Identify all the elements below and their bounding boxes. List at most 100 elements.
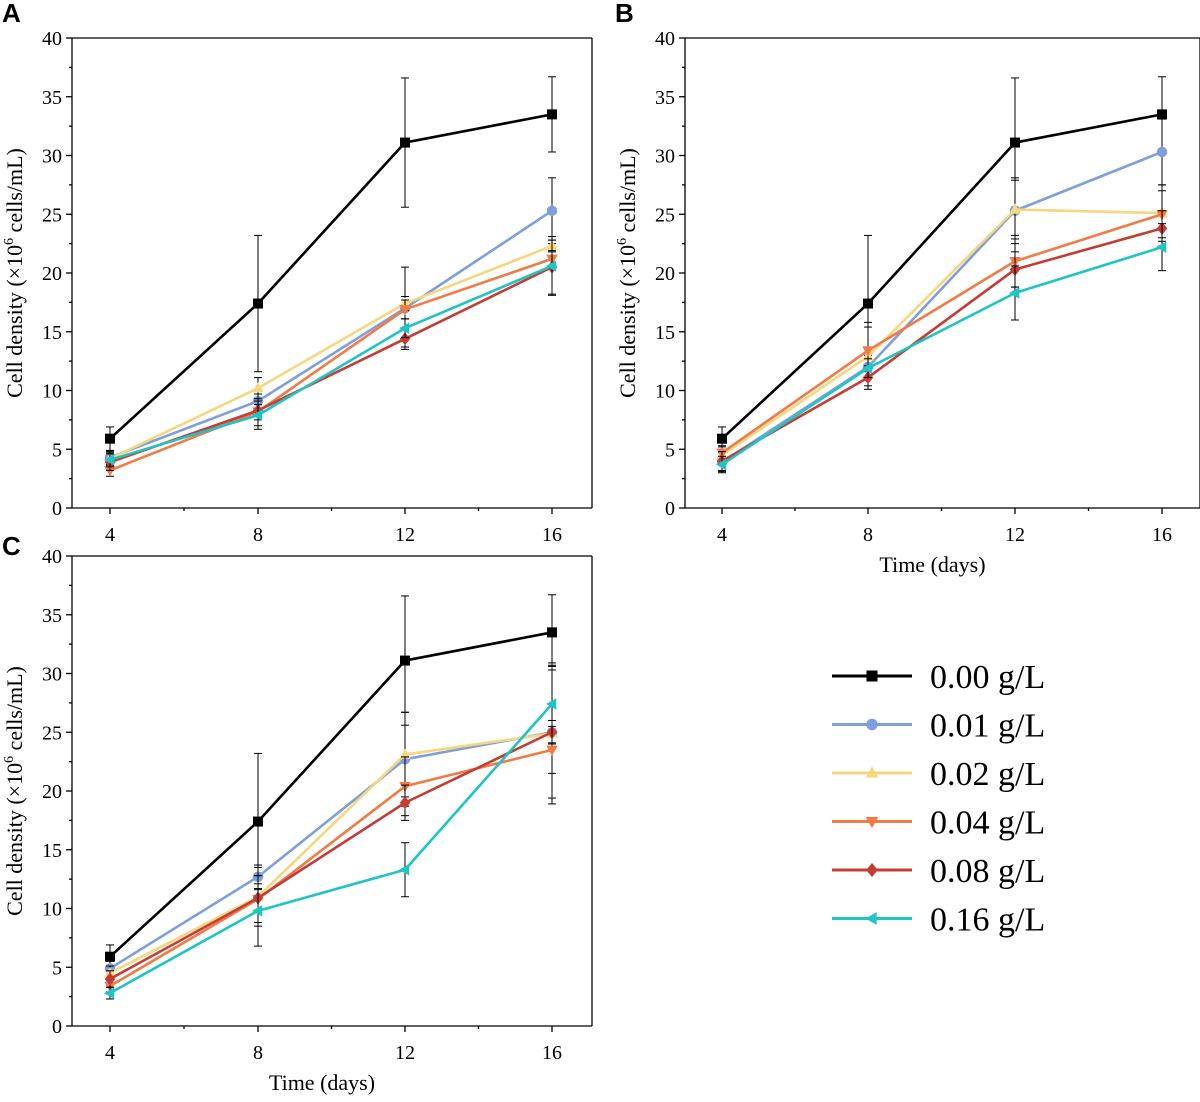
y-tick-label: 20 xyxy=(42,781,62,803)
legend-marker xyxy=(865,912,877,925)
series-0-01-g-L xyxy=(104,177,558,466)
legend-label: 0.04 g/L xyxy=(930,805,1045,842)
x-tick-label: 12 xyxy=(1005,524,1025,546)
data-point xyxy=(105,951,115,962)
series-line xyxy=(109,257,553,472)
legend-marker-shape xyxy=(865,766,879,778)
y-tick-label: 10 xyxy=(42,899,62,921)
legend-marker xyxy=(865,816,879,829)
x-tick-label: 16 xyxy=(542,1042,562,1064)
panel-c: C 0 5 10 15 20 25 30 35 40 4 8 12 16 Time (days) Cell … xyxy=(2,531,593,1095)
x-tick-label: 8 xyxy=(253,524,263,546)
series-0-08-g-L xyxy=(716,210,1168,471)
legend-entry: 0.16 g/L xyxy=(832,902,1045,939)
legend-entry: 0.04 g/L xyxy=(832,805,1045,842)
legend-marker-shape xyxy=(865,816,879,829)
data-point xyxy=(1156,146,1168,158)
data-point xyxy=(546,698,557,710)
y-tick-label: 20 xyxy=(655,263,675,285)
y-axis-title: Cell density (×106 cells/mL) xyxy=(2,148,27,398)
y-tick-label: 5 xyxy=(665,439,675,461)
series-line xyxy=(109,748,553,988)
data-point xyxy=(547,109,557,120)
series-0-00-g-L xyxy=(105,76,557,451)
data-point xyxy=(253,298,263,309)
panel-b: B 0 5 10 15 20 25 30 35 40 4 8 12 16 Time (days) Cell … xyxy=(615,0,1200,577)
panel-a: A 0 5 10 15 20 25 30 35 40 4 8 12 16 Cell density (×1… xyxy=(2,0,593,546)
y-tick-label: 0 xyxy=(665,498,675,520)
legend-label: 0.01 g/L xyxy=(930,708,1045,745)
series-0-00-g-L xyxy=(717,76,1167,451)
series-line xyxy=(109,732,553,975)
series-0-16-g-L xyxy=(104,664,557,1000)
series-0-04-g-L xyxy=(104,725,558,993)
series-0-04-g-L xyxy=(104,250,558,477)
y-tick-label: 25 xyxy=(42,722,62,744)
y-tick-label: 35 xyxy=(42,605,62,627)
y-tick-label: 30 xyxy=(42,146,62,168)
data-point xyxy=(546,205,558,216)
y-tick-label: 0 xyxy=(52,498,62,520)
series-line xyxy=(109,703,553,995)
legend-marker xyxy=(866,670,878,682)
legend-label: 0.02 g/L xyxy=(930,756,1045,793)
data-point xyxy=(399,322,410,334)
data-point xyxy=(253,816,263,827)
y-tick-label: 40 xyxy=(42,546,62,568)
legend-marker-shape xyxy=(866,862,878,878)
series-line xyxy=(721,227,1163,463)
data-point xyxy=(547,627,557,638)
x-tick-label: 8 xyxy=(253,1042,263,1064)
data-point xyxy=(399,332,411,346)
data-point xyxy=(399,305,411,316)
series-0-01-g-L xyxy=(104,665,558,976)
x-tick-label: 12 xyxy=(395,1042,415,1064)
legend-label: 0.08 g/L xyxy=(930,853,1045,890)
x-tick-label: 4 xyxy=(105,1042,115,1064)
data-point xyxy=(399,863,410,876)
y-tick-label: 35 xyxy=(655,87,675,109)
y-axis-title: Cell density (×106 cells/mL) xyxy=(2,666,27,916)
series-0-02-g-L xyxy=(104,662,558,981)
series-0-01-g-L xyxy=(716,118,1168,473)
legend-marker xyxy=(865,766,879,778)
series-line xyxy=(721,245,1163,466)
data-point xyxy=(252,905,263,917)
series-line xyxy=(109,209,553,459)
y-tick-label: 5 xyxy=(52,439,62,461)
data-point xyxy=(863,298,873,309)
data-point xyxy=(717,433,727,444)
legend-marker-shape xyxy=(866,718,878,731)
series-line xyxy=(109,244,553,460)
panel-b-label: B xyxy=(615,0,634,28)
x-tick-label: 8 xyxy=(863,524,873,546)
panel-c-label: C xyxy=(2,531,21,561)
legend-entry: 0.02 g/L xyxy=(832,756,1045,793)
legend-marker xyxy=(866,718,878,731)
data-point xyxy=(399,748,411,759)
data-point xyxy=(1009,203,1021,214)
series-line xyxy=(109,731,553,981)
data-point xyxy=(400,655,410,666)
legend-entry: 0.08 g/L xyxy=(832,853,1045,890)
legend-entry: 0.00 g/L xyxy=(832,659,1045,696)
y-tick-label: 10 xyxy=(655,381,675,403)
series-0-04-g-L xyxy=(716,190,1168,461)
series-line xyxy=(721,113,1163,440)
legend-label: 0.16 g/L xyxy=(930,902,1045,939)
data-point xyxy=(399,796,411,810)
data-point xyxy=(105,433,115,444)
data-point xyxy=(104,454,115,466)
data-point xyxy=(546,745,558,756)
y-tick-label: 0 xyxy=(52,1016,62,1038)
y-tick-label: 30 xyxy=(42,664,62,686)
y-tick-label: 20 xyxy=(42,263,62,285)
data-point xyxy=(252,409,263,421)
series-line xyxy=(109,264,553,462)
x-tick-label: 12 xyxy=(395,524,415,546)
data-point xyxy=(862,346,874,357)
series-line xyxy=(721,208,1163,457)
x-tick-label: 4 xyxy=(717,524,727,546)
series-line xyxy=(109,730,553,970)
